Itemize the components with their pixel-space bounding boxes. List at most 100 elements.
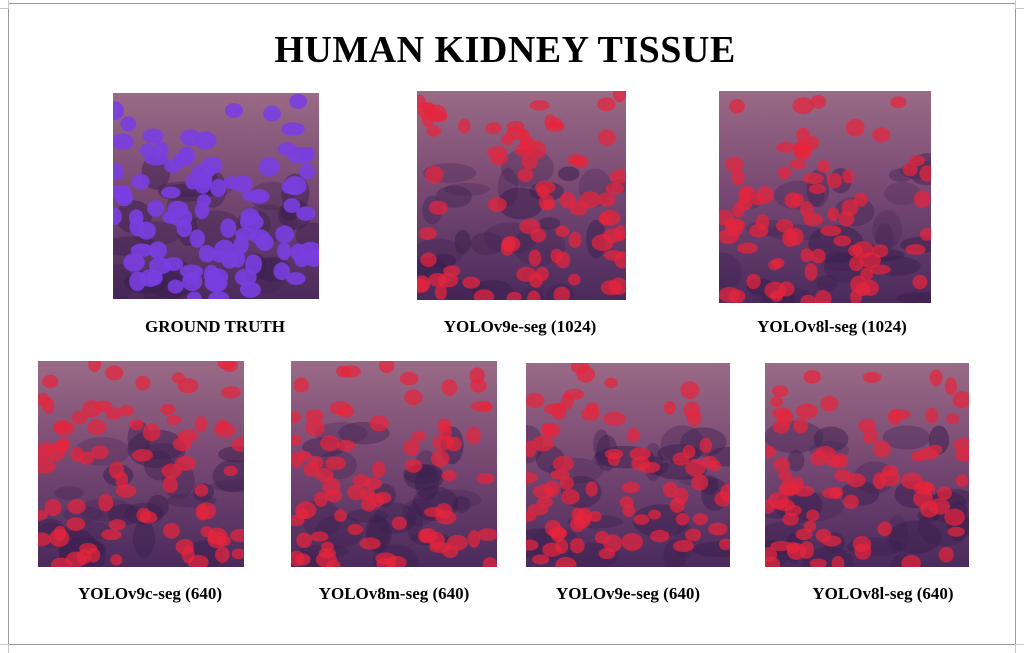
nucleus-mask [517, 168, 534, 182]
nucleus-mask [806, 509, 820, 522]
nucleus-mask [514, 143, 532, 157]
caption-yolov8l-seg-1024: YOLOv8l-seg (1024) [757, 317, 907, 336]
nucleus-mask [196, 194, 212, 208]
nucleus-mask [425, 165, 444, 184]
nucleus-mask [944, 508, 965, 526]
nucleus-mask [793, 144, 812, 161]
nucleus-mask [90, 445, 109, 460]
nucleus-mask [281, 180, 301, 195]
nucleus-mask [912, 274, 928, 290]
nucleus-mask [177, 378, 199, 394]
nucleus-mask [869, 264, 891, 275]
tissue-texture [113, 263, 133, 299]
nucleus-mask [831, 555, 845, 567]
nucleus-mask [183, 272, 199, 285]
nucleus-mask [708, 522, 728, 536]
tissue-texture [872, 210, 903, 250]
caption-yolov8l-seg-640: YOLOv8l-seg (640) [812, 584, 954, 603]
figure-title: HUMAN KIDNEY TISSUE [274, 29, 736, 71]
nucleus-mask [174, 455, 197, 471]
nucleus-mask [148, 257, 172, 275]
nucleus-mask [814, 290, 832, 303]
nucleus-mask [446, 534, 469, 551]
nucleus-mask [428, 200, 448, 215]
nucleus-mask [803, 212, 824, 227]
nucleus-mask [831, 453, 849, 469]
nucleus-mask [71, 410, 88, 425]
nucleus-mask [877, 521, 893, 537]
nucleus-mask [810, 94, 826, 109]
nucleus-mask [482, 556, 497, 567]
nucleus-mask [142, 423, 161, 442]
nucleus-mask [619, 496, 634, 508]
nucleus-mask [526, 471, 539, 484]
nucleus-mask [67, 498, 86, 515]
nucleus-mask [755, 214, 770, 231]
panel-yolov9e-seg-640 [526, 363, 730, 567]
prediction-image [526, 363, 730, 567]
nucleus-mask [295, 553, 311, 566]
nucleus-mask [417, 278, 429, 293]
prediction-image [291, 361, 497, 567]
nucleus-mask [462, 276, 481, 289]
prediction-image [719, 91, 931, 303]
nucleus-mask [223, 465, 238, 477]
nucleus-mask [391, 516, 407, 531]
nucleus-mask [283, 198, 301, 213]
nucleus-mask [540, 422, 556, 436]
nucleus-mask [220, 386, 242, 399]
nucleus-mask [946, 413, 959, 425]
nucleus-mask [361, 496, 377, 512]
nucleus-mask [776, 142, 795, 153]
nucleus-mask [919, 165, 931, 182]
nucleus-mask [305, 418, 325, 437]
nucleus-mask [519, 218, 541, 235]
nucleus-mask [135, 375, 151, 391]
nucleus-mask [194, 416, 208, 433]
nucleus-mask [792, 97, 814, 115]
tissue-texture [888, 520, 942, 554]
nucleus-mask [187, 554, 209, 567]
nucleus-mask [708, 460, 721, 472]
nucleus-mask [291, 411, 302, 423]
nucleus-mask [372, 461, 386, 478]
nucleus-mask [849, 256, 864, 272]
nucleus-mask [299, 163, 315, 180]
nucleus-mask [826, 172, 842, 189]
nucleus-mask [42, 374, 59, 389]
nucleus-mask [673, 487, 689, 504]
nucleus-mask [650, 529, 670, 543]
nucleus-mask [334, 509, 347, 522]
nucleus-mask [506, 291, 522, 300]
nucleus-mask [732, 202, 745, 218]
nucleus-mask [375, 552, 397, 565]
nucleus-mask [952, 390, 969, 409]
nucleus-mask [234, 268, 257, 287]
tissue-texture [497, 187, 544, 220]
nucleus-mask [663, 400, 677, 415]
nucleus-mask [476, 472, 495, 485]
tissue-texture [786, 492, 844, 522]
nucleus-mask [728, 289, 746, 303]
nucleus-mask [113, 101, 125, 121]
nucleus-mask [167, 279, 184, 294]
nucleus-mask [352, 474, 371, 488]
nucleus-mask [569, 538, 585, 554]
nucleus-mask [631, 456, 650, 471]
prediction-image [417, 91, 626, 300]
nucleus-mask [955, 474, 969, 487]
nucleus-mask [853, 192, 868, 207]
nucleus-mask [599, 209, 621, 226]
nucleus-mask [680, 381, 700, 399]
nucleus-mask [737, 242, 758, 254]
nucleus-mask [113, 133, 135, 150]
nucleus-mask [295, 501, 317, 519]
tissue-texture [593, 429, 610, 460]
nucleus-mask [291, 434, 302, 446]
nucleus-mask [731, 168, 745, 186]
nucleus-mask [428, 531, 445, 550]
nucleus-mask [765, 556, 781, 567]
tissue-texture [787, 449, 805, 472]
nucleus-mask [131, 173, 150, 190]
tissue-texture [816, 274, 838, 293]
